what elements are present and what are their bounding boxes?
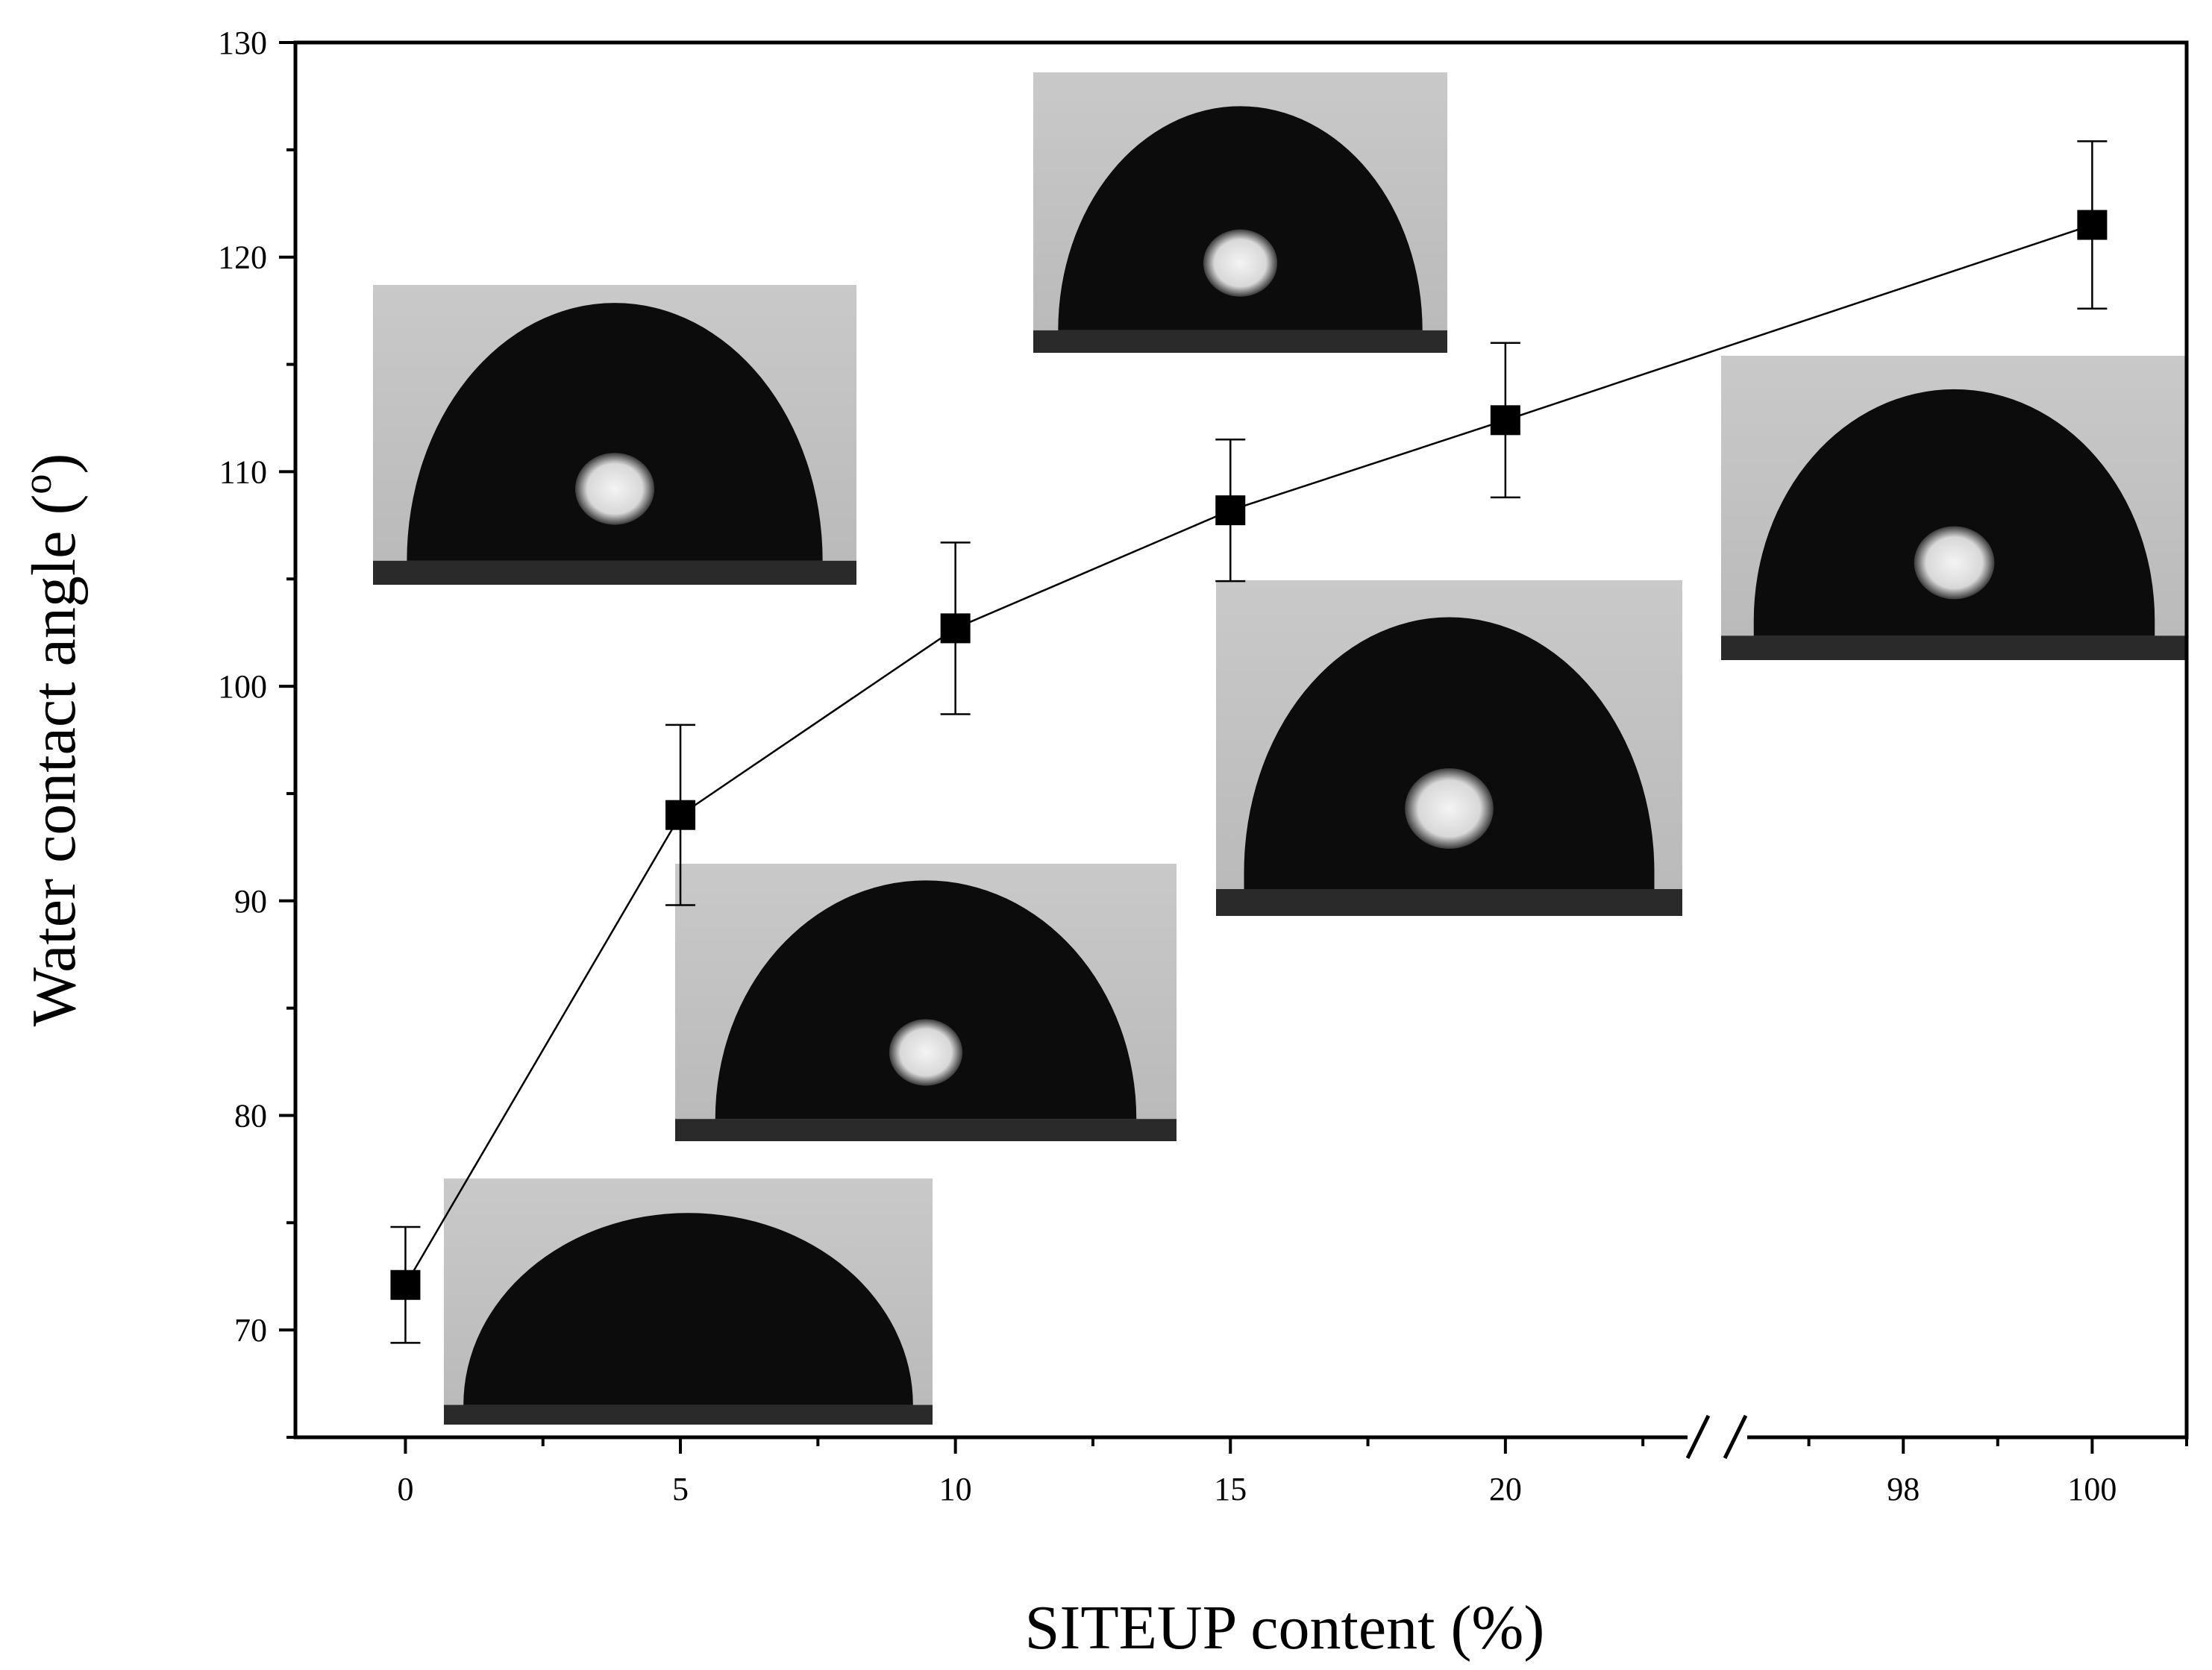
inset-droplet <box>463 1213 913 1405</box>
x-tick-label: 15 <box>1214 1471 1247 1507</box>
data-point-marker <box>1215 495 1246 526</box>
inset-substrate <box>1216 889 1682 916</box>
inset-droplet <box>1753 389 2155 636</box>
inset-highlight <box>1405 768 1494 849</box>
inset-highlight <box>1914 526 1995 600</box>
inset-droplet <box>1244 617 1655 889</box>
inset-droplet-image <box>1033 72 1447 353</box>
x-tick-label: 98 <box>1887 1471 1920 1507</box>
y-tick-label: 120 <box>218 239 267 276</box>
x-tick-label: 10 <box>939 1471 972 1507</box>
inset-droplet-image <box>1721 356 2187 660</box>
axis-break-mark <box>1685 1414 1748 1460</box>
inset-highlight <box>889 1019 963 1086</box>
inset-droplet-image <box>444 1178 933 1425</box>
inset-droplet <box>407 303 823 561</box>
inset-images <box>373 72 2187 1425</box>
data-point-marker <box>665 800 696 830</box>
y-tick-label: 90 <box>234 883 267 920</box>
y-tick-label: 100 <box>218 668 267 705</box>
y-axis-title-superscript: o <box>15 474 60 495</box>
y-tick-label: 110 <box>219 453 267 490</box>
inset-droplet-image <box>675 864 1177 1141</box>
x-axis-title: SITEUP content (%) <box>1025 1593 1545 1663</box>
data-point-marker <box>2077 210 2108 240</box>
data-point-marker <box>390 1269 421 1300</box>
inset-substrate <box>444 1404 933 1425</box>
x-tick-label: 0 <box>397 1471 413 1507</box>
x-tick-label: 20 <box>1489 1471 1522 1507</box>
inset-highlight <box>1203 229 1278 297</box>
inset-droplet-image <box>373 285 856 585</box>
inset-substrate <box>675 1119 1177 1141</box>
y-tick-label: 80 <box>234 1097 267 1134</box>
y-tick-label: 70 <box>234 1312 267 1349</box>
inset-droplet-image <box>1216 580 1682 916</box>
plot-frame <box>293 40 2189 1440</box>
axis-ticks: 70 80 90 100 110 120 130 0 5 10 15 20 98 100 <box>218 25 2188 1507</box>
y-axis-title-main: Water contact angle ( <box>19 495 89 1027</box>
inset-substrate <box>1721 635 2187 660</box>
inset-droplet <box>1058 106 1423 330</box>
inset-substrate <box>1033 330 1447 353</box>
inset-droplet <box>715 880 1137 1120</box>
inset-substrate <box>373 560 856 585</box>
inset-highlight <box>574 453 655 525</box>
x-tick-label: 100 <box>2067 1471 2117 1507</box>
data-point-marker <box>1490 405 1520 436</box>
data-point-marker <box>940 613 971 644</box>
y-axis-title-close: ) <box>19 453 89 474</box>
y-axis-title: Water contact angle (o) <box>15 453 89 1027</box>
data-series <box>390 140 2108 1344</box>
series-line <box>404 224 2093 1286</box>
x-tick-label: 5 <box>672 1471 689 1507</box>
y-tick-label: 130 <box>218 25 267 61</box>
